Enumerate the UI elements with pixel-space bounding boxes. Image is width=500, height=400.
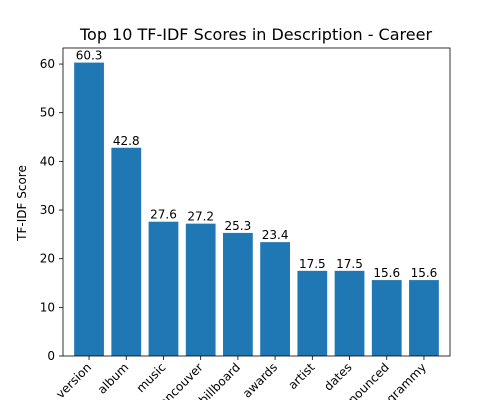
bar-artist <box>297 270 328 356</box>
y-tick-label: 40 <box>40 154 55 168</box>
axes-frame <box>62 47 451 357</box>
bar-grammy <box>409 280 439 356</box>
x-tick-label-artist: artist <box>285 360 317 392</box>
data-label-dates: 17.5 <box>336 257 363 271</box>
bar-billboard <box>223 232 253 356</box>
x-tick-label-awards: awards <box>240 360 280 400</box>
chart-title: Top 10 TF-IDF Scores in Description - Ca… <box>79 25 432 44</box>
bar-version <box>74 62 104 356</box>
y-tick-label: 60 <box>40 57 55 71</box>
x-tick-label-billboard: billboard <box>196 360 243 400</box>
x-tick-label-dates: dates <box>321 360 354 393</box>
data-label-grammy: 15.6 <box>411 266 438 280</box>
bar-awards <box>260 242 290 356</box>
bar-music <box>148 221 179 356</box>
data-label-announced: 15.6 <box>373 266 400 280</box>
x-tick-label-grammy: grammy <box>384 360 430 400</box>
x-tick-label-version: version <box>53 360 94 400</box>
y-tick-label: 30 <box>40 203 55 217</box>
bar-album <box>111 147 142 356</box>
y-tick-label: 0 <box>47 349 55 363</box>
data-label-vancouver: 27.2 <box>187 210 214 224</box>
data-label-awards: 23.4 <box>262 228 289 242</box>
y-tick-label: 20 <box>40 252 55 266</box>
x-tick-label-album: album <box>95 360 131 396</box>
bar-announced <box>371 280 402 356</box>
y-tick-label: 50 <box>40 106 55 120</box>
y-tick-label: 10 <box>40 300 55 314</box>
data-label-version: 60.3 <box>76 49 103 63</box>
data-label-music: 27.6 <box>150 208 177 222</box>
data-label-artist: 17.5 <box>299 257 326 271</box>
y-axis-label: TF-IDF Score <box>15 165 29 242</box>
bar-dates <box>334 270 365 356</box>
bar-vancouver <box>185 223 216 356</box>
plot-area: 60.3version42.8album27.6music27.2vancouv… <box>40 47 451 400</box>
x-tick-label-music: music <box>134 360 169 395</box>
data-label-album: 42.8 <box>113 134 140 148</box>
data-label-billboard: 25.3 <box>225 219 252 233</box>
